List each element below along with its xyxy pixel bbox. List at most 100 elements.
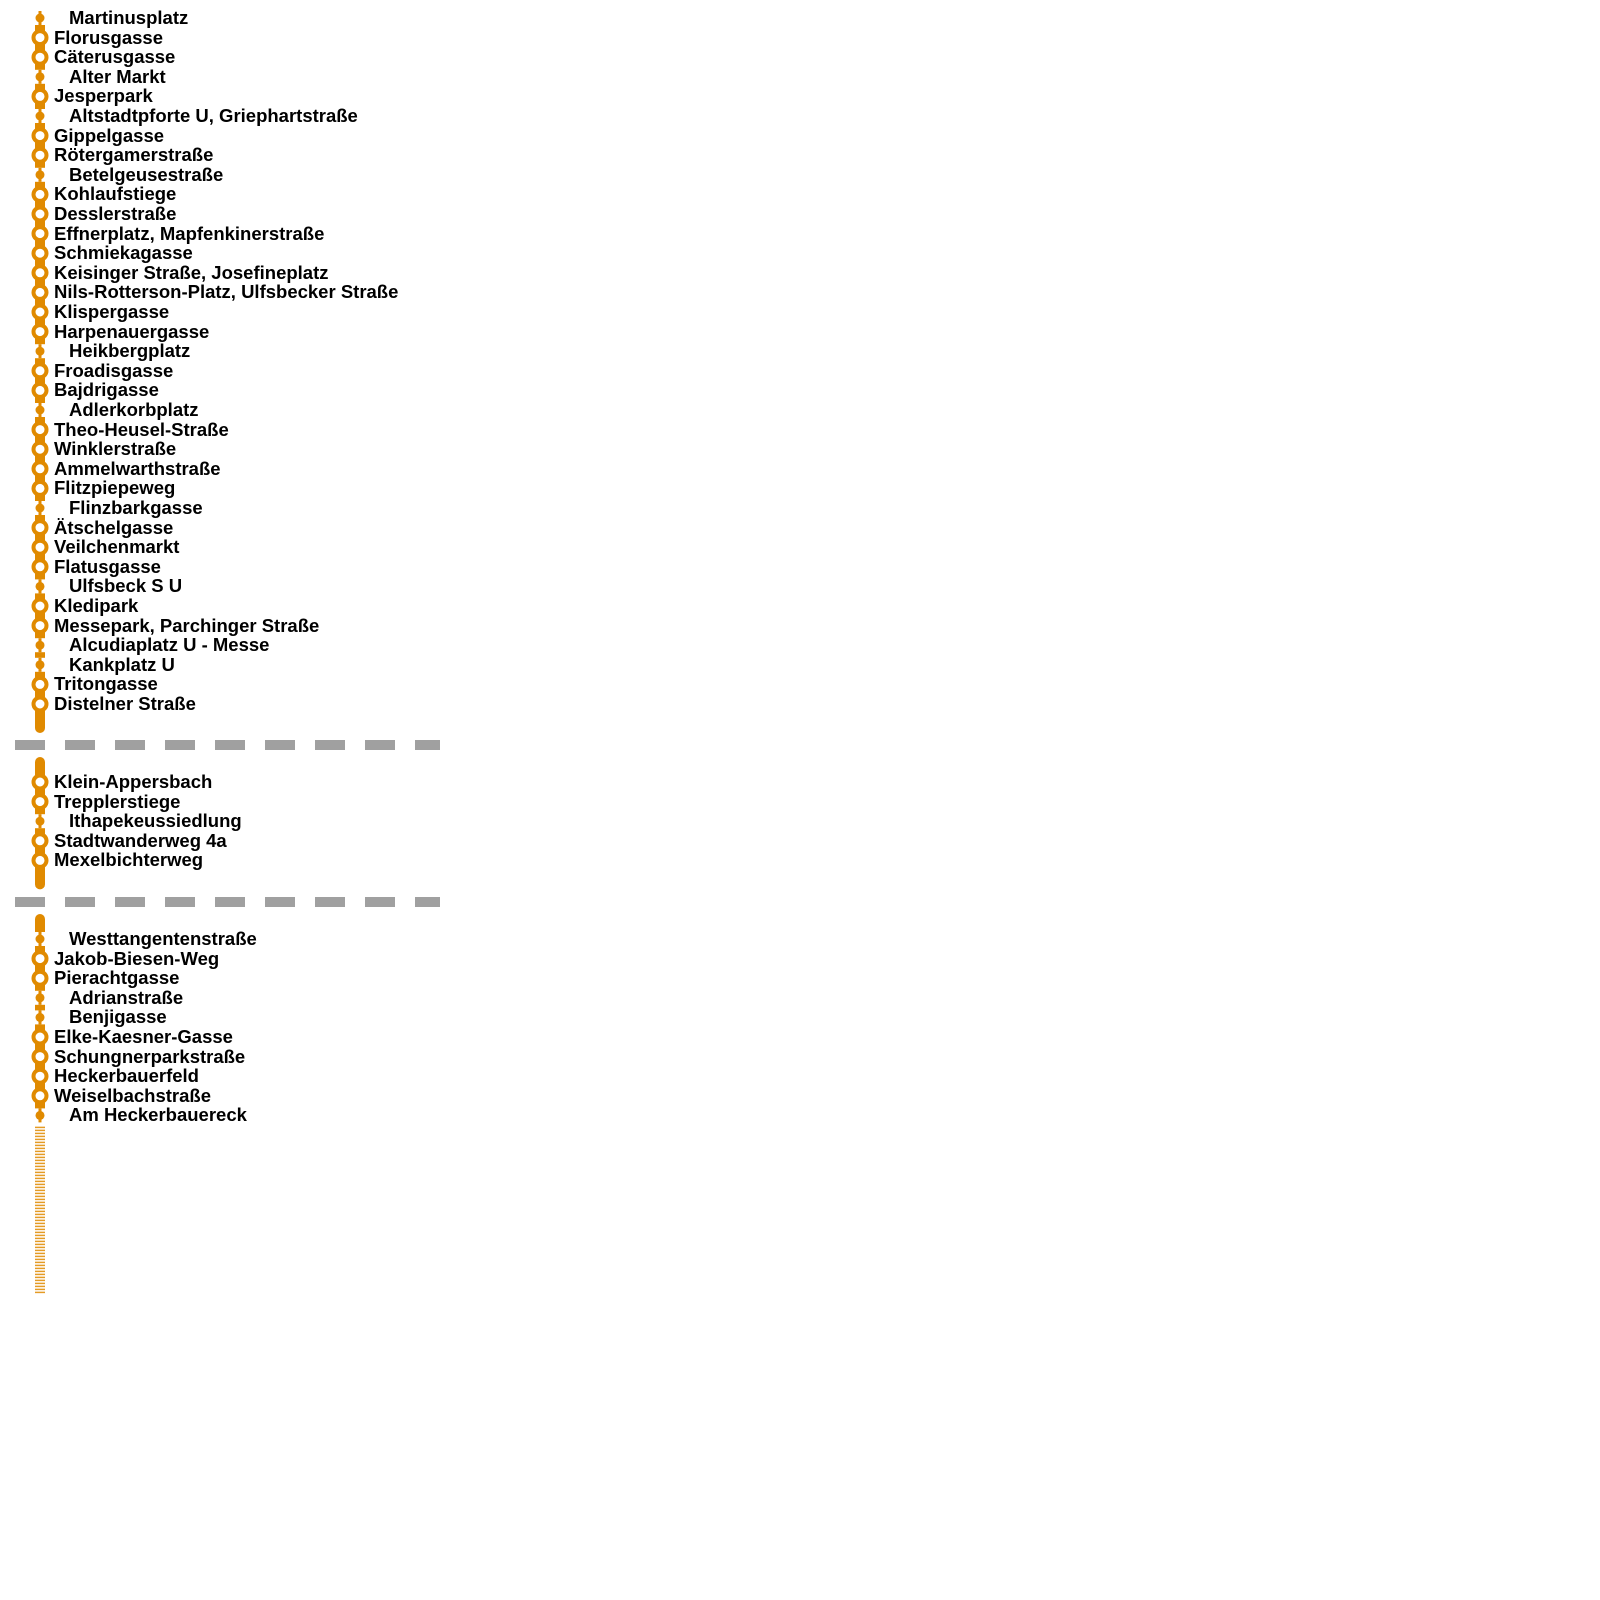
station-ring-icon [31, 421, 49, 439]
station-ring-icon [31, 146, 49, 164]
station-ring-icon [31, 185, 49, 203]
station-ring-icon [31, 87, 49, 105]
station-ring-icon [31, 519, 49, 537]
stop-label: Cäterusgasse [54, 46, 176, 68]
station-ring-icon [31, 1028, 49, 1046]
stop-label: Kankplatz U [69, 653, 175, 675]
station-ring-icon [31, 283, 49, 301]
stop-label: Alcudiaplatz U - Messe [69, 634, 270, 656]
station-ring-icon [31, 29, 49, 47]
stop-label: Benjigasse [69, 1006, 167, 1028]
stop-label: Klispergasse [54, 301, 170, 322]
stop-label: Stadtwanderweg 4a [54, 829, 227, 851]
station-ring-icon [31, 225, 49, 243]
station-ring-icon [31, 832, 49, 850]
station-dot-icon [35, 581, 45, 591]
stop-label: Kledipark [54, 595, 139, 616]
station-ring-icon [31, 950, 49, 968]
station-ring-icon [31, 303, 49, 321]
station-dot-icon [35, 993, 45, 1003]
stop-label: Weiselbachstraße [54, 1084, 211, 1106]
stop-label: Trepplerstiege [54, 790, 181, 812]
station-ring-icon [31, 617, 49, 635]
station-dot-icon [35, 13, 45, 23]
stop-label: Messepark, Parchinger Straße [54, 614, 320, 636]
station-ring-icon [31, 127, 49, 145]
station-dot-icon [35, 816, 45, 826]
stop-label: Adrianstraße [69, 986, 184, 1008]
stop-label: Flatusgasse [54, 555, 161, 577]
station-ring-icon [31, 597, 49, 615]
station-ring-icon [31, 362, 49, 380]
station-ring-icon [31, 479, 49, 497]
station-ring-icon [31, 1067, 49, 1085]
stop-label: Gippelgasse [54, 124, 165, 146]
stop-label: Keisinger Straße, Josefineplatz [54, 261, 329, 283]
station-ring-icon [31, 381, 49, 399]
stop-label: Jakob-Biesen-Weg [54, 947, 220, 969]
stop-label: Heckerbauerfeld [54, 1065, 199, 1087]
stop-label: Tritongasse [54, 673, 158, 695]
stop-label: Florusgasse [54, 26, 163, 48]
stop-label: Jesperpark [54, 85, 153, 107]
station-ring-icon [31, 440, 49, 458]
stop-label: Alter Markt [69, 65, 166, 87]
stop-label: Ammelwarthstraße [54, 457, 221, 479]
stop-label: Ithapekeussiedlung [69, 810, 242, 832]
stop-label: Distelner Straße [54, 693, 196, 714]
station-ring-icon [31, 538, 49, 556]
station-dot-icon [35, 1110, 45, 1120]
stop-label: Veilchenmarkt [54, 536, 180, 558]
stop-label: Harpenauergasse [54, 320, 210, 342]
stop-label: Elke-Kaesner-Gasse [54, 1026, 233, 1047]
stop-label: Kohlaufstiege [54, 183, 177, 205]
station-ring-icon [31, 205, 49, 223]
station-ring-icon [31, 244, 49, 262]
station-dot-icon [35, 1012, 45, 1022]
station-ring-icon [31, 323, 49, 341]
stop-label: Mexelbichterweg [54, 849, 204, 871]
station-ring-icon [31, 695, 49, 713]
station-ring-icon [31, 558, 49, 576]
station-ring-icon [31, 264, 49, 282]
stop-label: Heikbergplatz [69, 340, 191, 362]
stop-label: Flitzpiepeweg [54, 477, 176, 499]
stop-label: Rötergamerstraße [54, 144, 214, 166]
station-ring-icon [31, 1087, 49, 1105]
station-dot-icon [35, 934, 45, 944]
station-ring-icon [31, 675, 49, 693]
stop-label: Bajdrigasse [54, 379, 159, 401]
station-dot-icon [35, 170, 45, 180]
stop-label: Flinzbarkgasse [69, 497, 203, 518]
stop-label: Nils-Rotterson-Platz, Ulfsbecker Straße [54, 281, 399, 303]
station-ring-icon [31, 48, 49, 66]
station-ring-icon [31, 1048, 49, 1066]
station-dot-icon [35, 660, 45, 670]
stop-label: Ulfsbeck S U [69, 575, 183, 597]
stop-label: Pierachtgasse [54, 967, 180, 989]
stop-label: Schmiekagasse [54, 242, 193, 264]
stop-label: Theo-Heusel-Straße [54, 418, 229, 440]
stop-label: Ätschelgasse [54, 516, 174, 538]
station-dot-icon [35, 72, 45, 82]
station-dot-icon [35, 503, 45, 513]
station-ring-icon [31, 773, 49, 791]
stop-label: Schungnerparkstraße [54, 1045, 246, 1067]
station-ring-icon [31, 460, 49, 478]
station-dot-icon [35, 405, 45, 415]
stop-label: Am Heckerbauereck [69, 1104, 247, 1126]
stop-label: Effnerplatz, Mapfenkinerstraße [54, 222, 325, 244]
station-ring-icon [31, 851, 49, 869]
stop-label: Adlerkorbplatz [69, 399, 199, 420]
station-dot-icon [35, 640, 45, 650]
stop-label: Westtangentenstraße [69, 928, 257, 949]
station-ring-icon [31, 793, 49, 811]
stop-label: Betelgeusestraße [69, 163, 224, 185]
station-dot-icon [35, 111, 45, 121]
stop-label: Winklerstraße [54, 438, 177, 460]
stop-label: Froadisgasse [54, 359, 174, 381]
stop-label: Martinusplatz [69, 7, 189, 28]
stop-label: Altstadtpforte U, Griephartstraße [69, 105, 358, 126]
station-ring-icon [31, 969, 49, 987]
